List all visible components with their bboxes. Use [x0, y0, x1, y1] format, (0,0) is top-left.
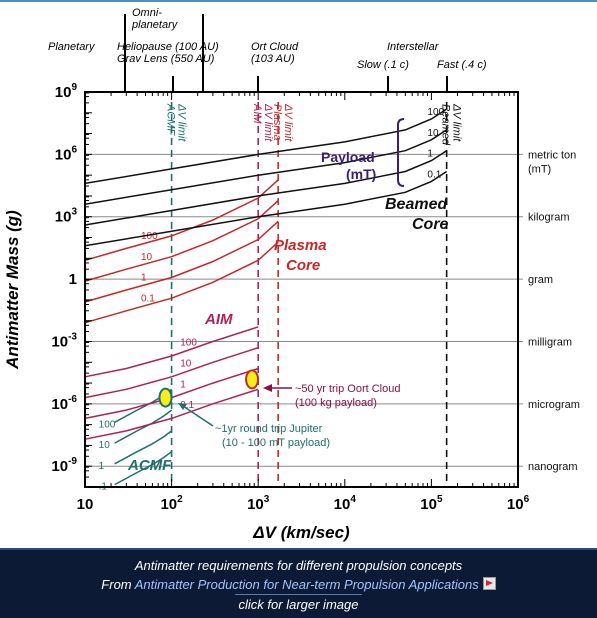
y-tick-label-10-9: 10-9 [51, 456, 77, 475]
plasma-core-series-label-1: 1 [141, 273, 147, 284]
aim-series-label-10: 10 [180, 359, 192, 370]
beamed-core-curve-1 [84, 150, 448, 226]
mission-label-fast-line-1: Fast (.4 c) [437, 59, 487, 71]
acmf-series-label-100: 100 [99, 419, 116, 430]
oort-note-arrow-head [263, 384, 272, 392]
beamed-core-curve-0-1 [84, 170, 448, 247]
mission-label-helio-line-2: Grav Lens (550 AU) [117, 53, 215, 65]
y-tick-label-10-9: 109 [55, 82, 78, 101]
x-axis-label: ΔV (km/sec) [252, 523, 350, 542]
beamed-limit-sublabel: ΔV limit [451, 103, 463, 142]
x-tick-label-10-6: 106 [507, 494, 530, 513]
acmf-label-line-1: ACMF [127, 457, 172, 474]
mission-label-omni-line-1: Omni- [132, 7, 162, 19]
jupiter-note-line-1: ~1yr round trip Jupiter [215, 423, 323, 435]
oort-note-line-2: (100 kg payload) [295, 397, 377, 409]
jupiter-note-arrow-head [178, 403, 187, 410]
jupiter-note-line-2: (10 - 100 mT payload) [222, 437, 330, 449]
beamed-core-curve-10 [84, 129, 448, 205]
aim-series-label-0-1: 0.1 [180, 400, 194, 411]
larger-image-link[interactable]: click for larger image [234, 594, 363, 614]
beamed-core-label-line-2: Core [412, 216, 449, 233]
acmf-series-label-10: 10 [99, 440, 111, 451]
mission-label-oort-line-1: Ort Cloud [251, 41, 299, 53]
beamed-core-curve-100 [84, 108, 448, 185]
y-axis-label: Antimatter Mass (g) [3, 210, 22, 370]
beamed-core-series-label-1: 1 [427, 149, 433, 160]
acmf-marker [158, 387, 173, 408]
top-border [0, 0, 597, 2]
plasma-core-series-label-100: 100 [141, 231, 158, 242]
mission-label-omni-line-2: planetary [131, 19, 179, 31]
y-axis-label-group: Antimatter Mass (g) [3, 210, 22, 370]
y-tick-label-10-6: 106 [55, 144, 78, 163]
beamed-core-series-label-0-1: 0.1 [427, 169, 441, 180]
plasma-core-series-label-10: 10 [141, 252, 153, 263]
payload-label-line-1: Payload [321, 149, 375, 165]
reference-label-nanogram: nanogram [528, 461, 578, 473]
y-tick-label-10-3: 103 [55, 207, 78, 226]
x-tick-label-10-2: 102 [160, 494, 183, 513]
aim-label-line-1: AIM [204, 311, 233, 328]
mission-label-inter-line-1: Interstellar [387, 41, 440, 53]
aim-curve-10 [84, 346, 259, 399]
plasma-core-curve-1 [84, 220, 279, 303]
mission-label-planetary-line-1: Planetary [48, 41, 96, 53]
aim-curve-0-1 [84, 388, 259, 440]
plasma-core-curve-0-1 [84, 241, 279, 324]
caption-bar: Antimatter requirements for different pr… [0, 548, 597, 618]
y-tick-label-1: 1 [69, 271, 77, 288]
aim-curve-100 [84, 326, 259, 378]
aim-marker [245, 369, 260, 390]
y-tick-label-10-6: 10-6 [51, 394, 77, 413]
payload-bracket [397, 118, 405, 187]
reference-label-metric-ton: metric ton [528, 149, 576, 161]
external-link-arrow-icon[interactable] [482, 577, 496, 590]
aim-limit-sublabel: ΔV limit [262, 103, 274, 142]
y-tick-label-10-3: 10-3 [51, 331, 77, 350]
beamed-limit-label: Beamed [440, 104, 452, 146]
beamed-core-series-label-10: 10 [427, 128, 439, 139]
beamed-limit-label-group: Beamed ΔV limit [440, 103, 463, 146]
aim-series-label-100: 100 [180, 338, 197, 349]
acmf-series-label-1: 1 [99, 461, 105, 472]
plasma-limit-sublabel: ΔV limit [282, 103, 294, 142]
payload-label-line-2: (mT) [346, 166, 376, 182]
reference-label-milligram: milligram [528, 336, 572, 348]
mission-label-oort-line-2: (103 AU) [251, 53, 295, 65]
plasma-core-label-line-1: Plasma [274, 237, 327, 254]
caption-title: Antimatter requirements for different pr… [134, 558, 463, 573]
plasma-core-label-line-2: Core [286, 257, 320, 274]
oort-note-line-1: ~50 yr trip Oort Cloud [295, 383, 400, 395]
plasma-core-series-label-0-1: 0.1 [141, 294, 155, 305]
acmf-limit-sublabel: ΔV limit [176, 103, 188, 142]
caption-source-prefix: From [101, 577, 135, 592]
reference-sublabel-metric-ton: (mT) [528, 163, 551, 175]
aim-limit-label-group: AIM ΔV limit [251, 103, 274, 142]
mission-label-slow-line-1: Slow (.1 c) [357, 59, 409, 71]
acmf-curve-1 [114, 430, 173, 465]
x-tick-label-10: 10 [77, 496, 94, 513]
acmf-limit-label-group: ACMF ΔV limit [165, 103, 188, 142]
x-tick-label-10-5: 105 [420, 494, 443, 513]
beamed-core-series-label-100: 100 [427, 107, 444, 118]
reference-label-kilogram: kilogram [528, 212, 570, 224]
aim-series-label-1: 1 [180, 379, 186, 390]
reference-label-microgram: microgram [528, 399, 580, 411]
x-tick-label-10-3: 103 [247, 494, 270, 513]
acmf-limit-label: ACMF [165, 103, 177, 136]
beamed-core-label-line-1: Beamed [385, 196, 448, 213]
caption-source: From Antimatter Production for Near-term… [0, 575, 597, 594]
plasma-limit-label: Plasma [271, 104, 283, 141]
reference-label-gram: gram [528, 274, 553, 286]
x-tick-label-10-4: 104 [334, 494, 357, 513]
acmf-curve-1 [114, 451, 173, 486]
source-link[interactable]: Antimatter Production for Near-term Prop… [134, 577, 479, 592]
mission-label-helio-line-1: Heliopause (100 AU) [117, 41, 219, 53]
plasma-limit-label-group: Plasma ΔV limit [271, 103, 294, 142]
antimatter-chart[interactable]: metric ton (mT) kilogram gram milligram micro… [0, 2, 597, 548]
jupiter-note-arrow-line [182, 405, 214, 427]
aim-limit-label: AIM [251, 103, 263, 124]
